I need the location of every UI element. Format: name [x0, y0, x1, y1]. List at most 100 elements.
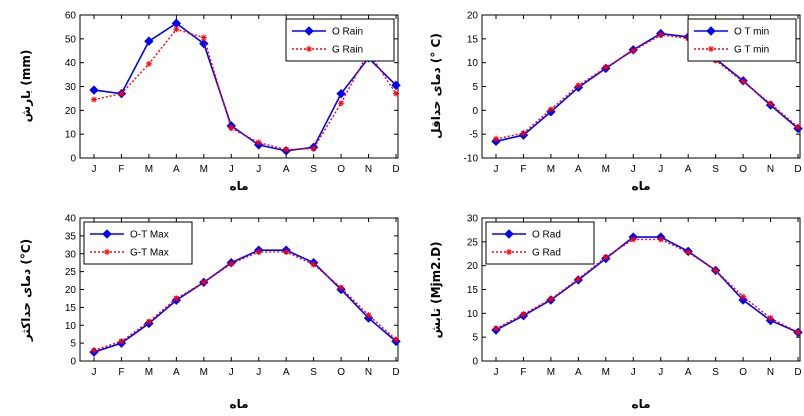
data-point: [310, 261, 317, 268]
y-tick-label: 15: [65, 303, 77, 314]
data-point: [145, 318, 152, 325]
x-tick-label: M: [547, 164, 555, 175]
x-axis-label: ماه: [229, 397, 248, 411]
data-point: [493, 135, 499, 142]
data-point: [200, 34, 207, 41]
data-point: [89, 85, 99, 95]
legend-entry: G T min: [734, 45, 769, 56]
data-point: [365, 312, 372, 319]
x-tick-label: M: [200, 164, 208, 175]
y-tick-label: 20: [467, 261, 479, 272]
x-tick-label: S: [712, 164, 719, 175]
x-tick-label: A: [685, 164, 692, 175]
x-tick-label: A: [685, 367, 692, 378]
series-2: [493, 32, 801, 142]
chart-panel-3: 0 5 10 15 20 25 30 35 40 J F M A M J J A S O N D ماه دمای حداک…: [19, 214, 401, 411]
data-point: [145, 60, 152, 67]
x-tick-label: M: [602, 367, 610, 378]
y-tick-label: -5: [469, 130, 478, 141]
legend: O Rain G Rain: [285, 18, 395, 62]
series-line: [93, 28, 397, 151]
legend-entry: G-T Max: [130, 248, 169, 259]
legend-box: [687, 18, 797, 62]
y-tick-label: 15: [467, 285, 479, 296]
data-point: [283, 248, 290, 255]
data-point: [118, 338, 125, 345]
data-point: [228, 260, 235, 267]
data-point: [547, 296, 554, 303]
x-tick-label: A: [283, 367, 290, 378]
y-axis-label: دمای حداقل (° C): [429, 33, 443, 139]
x-tick-label: J: [631, 164, 636, 175]
series-line: [93, 22, 397, 152]
x-tick-label: A: [173, 164, 180, 175]
x-tick-label: J: [256, 367, 261, 378]
y-tick-label: 0: [472, 106, 478, 117]
y-tick-label: 30: [65, 82, 77, 93]
data-point: [336, 88, 346, 99]
x-axis-label: ماه: [631, 179, 650, 193]
y-tick-label: 5: [472, 82, 478, 93]
x-tick-label: N: [767, 367, 774, 378]
x-tick-label: J: [229, 367, 234, 378]
y-tick-label: 0: [472, 357, 478, 368]
x-tick-label: A: [575, 164, 582, 175]
x-tick-label: O: [337, 367, 345, 378]
data-point: [740, 293, 747, 300]
x-tick-label: M: [200, 367, 208, 378]
legend: O Rad G Rad: [485, 221, 595, 265]
chart-panel-4: 0 5 10 15 20 25 30 J F M A M J J A S O N D ماه تابش (Mjm2.D)…: [429, 214, 803, 411]
y-axis-label: دمای حداکثر (°C): [19, 239, 33, 342]
chart-panel-2: -10 -5 0 5 10 15 20 J F M A M J J A S O N D ماه دمای حداقل (…: [429, 11, 803, 193]
y-tick-label: 20: [65, 106, 77, 117]
x-tick-label: N: [365, 367, 372, 378]
data-point: [283, 146, 290, 153]
data-point: [795, 329, 801, 336]
y-tick-label: 60: [65, 11, 77, 22]
x-tick-label: D: [392, 164, 399, 175]
x-tick-label: J: [631, 367, 636, 378]
y-tick-label: 25: [65, 267, 77, 278]
y-tick-label: 20: [467, 11, 479, 22]
x-tick-label: M: [547, 367, 555, 378]
x-tick-label: F: [118, 164, 124, 175]
y-tick-label: 25: [467, 237, 479, 248]
x-tick-label: N: [767, 164, 774, 175]
data-point: [173, 26, 180, 33]
x-tick-label: F: [520, 164, 526, 175]
x-tick-label: J: [92, 367, 97, 378]
x-tick-label: M: [145, 164, 153, 175]
x-tick-label: F: [520, 367, 526, 378]
data-point: [306, 46, 312, 52]
x-tick-label: A: [575, 367, 582, 378]
y-tick-label: 30: [65, 249, 77, 260]
data-point: [767, 100, 774, 107]
y-tick-label: 35: [65, 231, 77, 242]
series-line: [93, 251, 397, 351]
data-point: [795, 124, 801, 131]
series-line: [495, 236, 799, 334]
data-point: [602, 64, 609, 71]
legend-box: [485, 221, 595, 265]
data-point: [712, 267, 719, 274]
series-line: [93, 249, 397, 353]
data-point: [740, 78, 747, 85]
x-tick-label: O: [739, 367, 747, 378]
legend-entry: G Rain: [332, 45, 363, 56]
data-point: [685, 249, 692, 256]
y-tick-label: 30: [467, 214, 479, 225]
data-point: [493, 325, 499, 332]
y-tick-label: 0: [70, 357, 76, 368]
data-point: [91, 347, 97, 354]
x-tick-label: O: [337, 164, 345, 175]
x-tick-label: D: [794, 367, 801, 378]
y-axis-label: تابش (Mjm2.D): [429, 241, 443, 338]
data-point: [255, 248, 262, 255]
x-tick-label: M: [145, 367, 153, 378]
y-axis-label: بارش (mm): [19, 50, 33, 123]
data-point: [200, 279, 207, 286]
series-line: [495, 238, 799, 334]
data-point: [393, 336, 399, 343]
legend-entry: O-T Max: [130, 230, 169, 241]
data-point: [520, 311, 527, 318]
